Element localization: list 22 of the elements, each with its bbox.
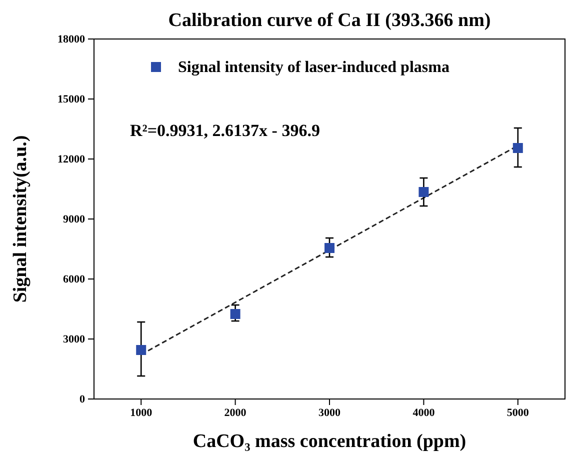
x-tick-label: 1000 — [130, 406, 153, 419]
x-tick-label: 5000 — [506, 406, 530, 419]
point — [418, 187, 429, 197]
x-axis-title: CaCO₃ mass concentration (ppm) — [192, 431, 466, 452]
annotation: R²=0.9931, 2.6137x - 396.9 — [130, 121, 320, 140]
y-tick-label: 6000 — [63, 274, 86, 286]
y-tick-label: 3000 — [63, 334, 86, 346]
y-tick-label: 12000 — [58, 154, 86, 166]
y-tick-label: 15000 — [58, 94, 86, 106]
x-tick-label: 4000 — [412, 406, 436, 419]
chart-title: Calibration curve of Ca II (393.366 nm) — [168, 10, 491, 31]
point — [230, 309, 240, 319]
point — [324, 243, 334, 253]
legend-label: Signal intensity of laser-induced plasma — [178, 59, 450, 76]
point — [136, 345, 146, 355]
y-axis-title: Signal intensity(a.u.) — [10, 135, 31, 303]
point — [512, 143, 523, 153]
y-tick-label: 18000 — [58, 34, 86, 46]
x-tick-label: 2000 — [224, 406, 247, 419]
x-tick-label: 3000 — [318, 406, 341, 419]
y-tick-label: 9000 — [63, 214, 86, 226]
y-tick-label: 0 — [80, 394, 86, 406]
